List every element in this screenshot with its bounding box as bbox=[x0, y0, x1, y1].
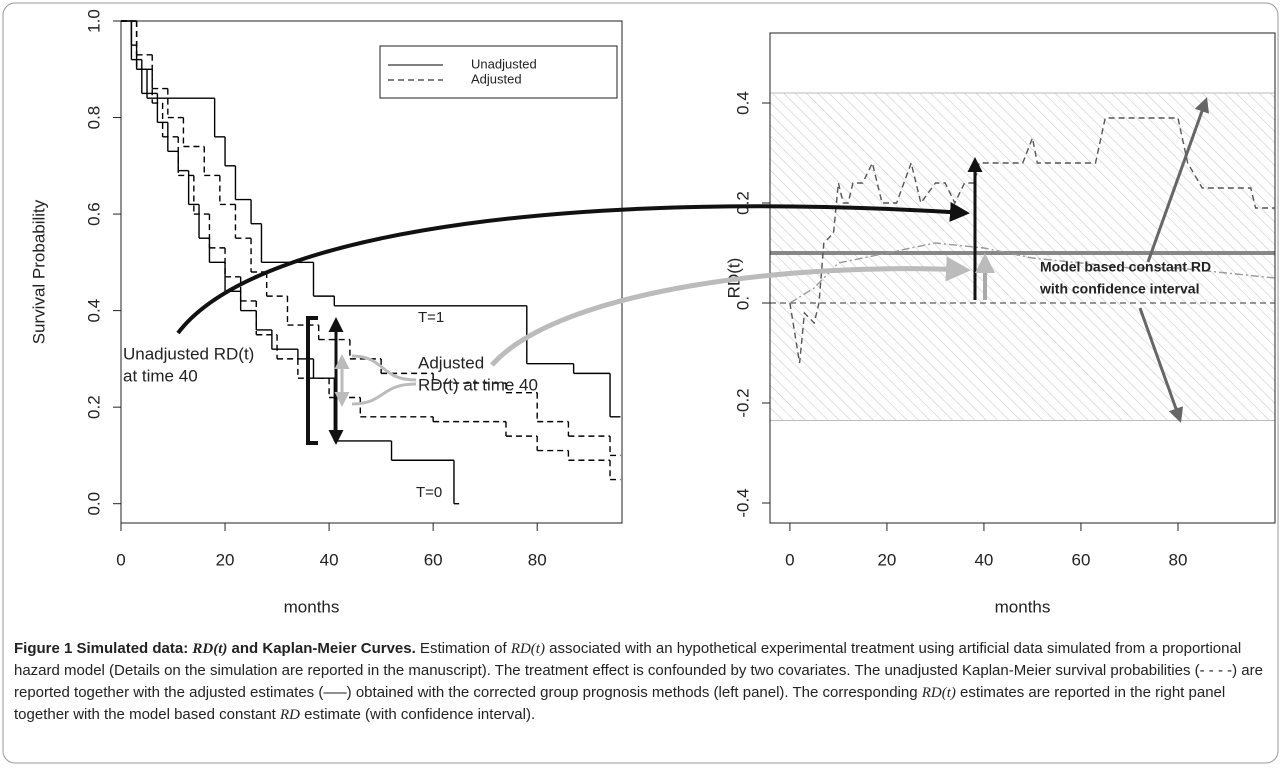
y-tick-label: 1.0 bbox=[84, 9, 103, 33]
plot-box bbox=[769, 32, 1276, 524]
caption: Figure 1 Simulated data: RD(t) and Kapla… bbox=[14, 638, 1270, 726]
x-tick-label: 0 bbox=[785, 550, 794, 569]
y-tick-label: 0.0 bbox=[84, 492, 103, 516]
y-tick-label: -0.4 bbox=[733, 488, 752, 517]
charts: 0 20 40 60 800.00.20.40.60.81.0monthsSurviva… bbox=[29, 9, 1276, 616]
annotations: Unadjusted RD(t) at time 40 Adjusted RD(… bbox=[123, 97, 1211, 501]
y-tick-label: 0.8 bbox=[84, 106, 103, 130]
caption-text: estimates are reported in the right pane… bbox=[14, 684, 1226, 723]
y-tick-label: 0.4 bbox=[84, 299, 103, 323]
x-tick-label: 60 bbox=[424, 550, 443, 569]
bracket bbox=[351, 354, 417, 406]
legend-label: Unadjusted bbox=[471, 56, 537, 71]
x-tick-label: 20 bbox=[216, 550, 235, 569]
arrow bbox=[1138, 307, 1184, 423]
y-tick-label: 0.4 bbox=[733, 91, 752, 115]
x-axis-title: months bbox=[995, 597, 1051, 616]
x-tick-label: 40 bbox=[974, 550, 993, 569]
arrow bbox=[1146, 97, 1210, 263]
caption-text: RD(t) bbox=[192, 641, 228, 657]
x-axis-title: months bbox=[284, 597, 340, 616]
y-tick-label: 0.6 bbox=[84, 202, 103, 226]
y-tick-label: 0. bbox=[733, 296, 752, 310]
y-tick-label: 0.2 bbox=[733, 191, 752, 215]
annotation: RD(t) at time 40 bbox=[418, 375, 538, 394]
annotation: T=0 bbox=[416, 484, 442, 501]
annotation: T=1 bbox=[418, 309, 444, 326]
annotation: at time 40 bbox=[123, 366, 198, 385]
arrow bbox=[490, 256, 971, 367]
y-tick-label: -0.2 bbox=[733, 388, 752, 417]
legend-label: Adjusted bbox=[471, 71, 522, 86]
bracket bbox=[306, 316, 318, 445]
caption-text: RD(t) bbox=[921, 685, 956, 701]
arrow bbox=[176, 202, 970, 335]
caption-text: RD bbox=[280, 707, 301, 723]
caption-text: estimate (with confidence interval). bbox=[300, 706, 536, 723]
y-axis-title: Survival Probability bbox=[29, 199, 48, 344]
legend-box bbox=[379, 45, 618, 99]
confidence-band bbox=[769, 92, 1276, 421]
annotation: Adjusted bbox=[418, 353, 484, 372]
x-tick-label: 0 bbox=[116, 550, 125, 569]
caption-text: associated with an hypothetical experime… bbox=[14, 640, 1263, 701]
series-line bbox=[789, 117, 1275, 364]
caption-text: and Kaplan-Meier Curves. bbox=[227, 640, 416, 657]
annotation: Model based constant RD bbox=[1040, 259, 1211, 275]
x-tick-label: 60 bbox=[1071, 550, 1090, 569]
y-tick-label: 0.2 bbox=[84, 395, 103, 419]
plot-box bbox=[120, 20, 623, 524]
caption-text: Figure 1 Simulated data: bbox=[14, 640, 193, 657]
x-tick-label: 20 bbox=[877, 550, 896, 569]
caption-text: Estimation of bbox=[415, 640, 511, 657]
caption-text: RD(t) bbox=[510, 641, 545, 657]
annotation: Unadjusted RD(t) bbox=[123, 344, 254, 363]
annotation: with confidence interval bbox=[1039, 281, 1199, 297]
x-tick-label: 80 bbox=[1169, 550, 1188, 569]
x-tick-label: 40 bbox=[320, 550, 339, 569]
x-tick-label: 80 bbox=[528, 550, 547, 569]
series-line bbox=[789, 242, 1276, 304]
